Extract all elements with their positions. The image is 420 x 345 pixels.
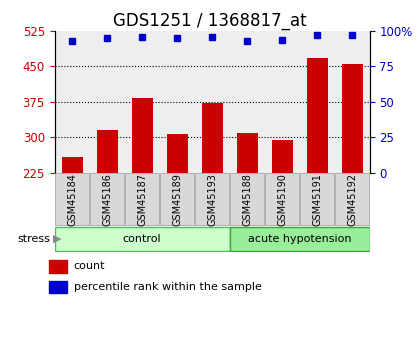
Text: GSM45193: GSM45193: [207, 173, 217, 226]
Text: GSM45191: GSM45191: [312, 173, 322, 226]
Bar: [167, 134, 188, 172]
FancyBboxPatch shape: [195, 173, 229, 225]
Text: GSM45186: GSM45186: [102, 173, 112, 226]
Bar: [131, 98, 152, 172]
Bar: [236, 134, 257, 172]
FancyBboxPatch shape: [90, 173, 124, 225]
Bar: [50, 260, 67, 273]
Text: stress: stress: [18, 234, 50, 244]
Text: ▶: ▶: [52, 234, 61, 244]
FancyBboxPatch shape: [300, 173, 334, 225]
Bar: [272, 140, 293, 172]
Text: count: count: [74, 262, 105, 272]
FancyBboxPatch shape: [230, 173, 264, 225]
Text: GSM45190: GSM45190: [277, 173, 287, 226]
Text: GSM45189: GSM45189: [172, 173, 182, 226]
FancyBboxPatch shape: [125, 173, 159, 225]
FancyBboxPatch shape: [55, 173, 89, 225]
FancyBboxPatch shape: [55, 227, 230, 251]
Text: GDS1251 / 1368817_at: GDS1251 / 1368817_at: [113, 12, 307, 30]
Text: percentile rank within the sample: percentile rank within the sample: [74, 282, 262, 292]
FancyBboxPatch shape: [230, 227, 370, 251]
Text: control: control: [123, 234, 161, 244]
Bar: [341, 64, 362, 172]
FancyBboxPatch shape: [265, 173, 299, 225]
Bar: [50, 281, 67, 293]
Text: GSM45188: GSM45188: [242, 173, 252, 226]
FancyBboxPatch shape: [335, 173, 369, 225]
Bar: [62, 157, 83, 172]
Text: acute hypotension: acute hypotension: [248, 234, 352, 244]
FancyBboxPatch shape: [160, 173, 194, 225]
Bar: [202, 103, 223, 172]
Text: GSM45187: GSM45187: [137, 173, 147, 226]
Text: GSM45184: GSM45184: [67, 173, 77, 226]
Bar: [307, 58, 328, 172]
Text: GSM45192: GSM45192: [347, 173, 357, 226]
Bar: [97, 130, 118, 172]
